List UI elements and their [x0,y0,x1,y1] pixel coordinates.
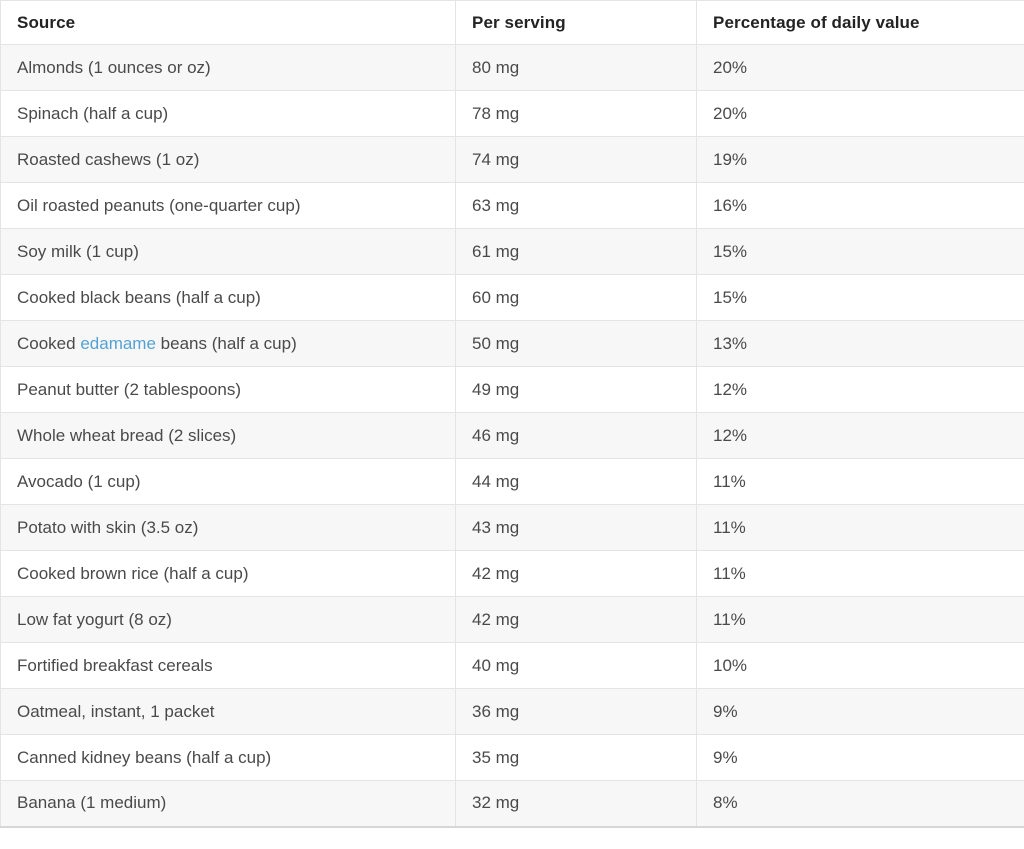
table-row: Soy milk (1 cup) 61 mg 15% [0,228,1024,275]
table-row: Canned kidney beans (half a cup) 35 mg 9% [0,734,1024,781]
table-row: Cooked edamame beans (half a cup) 50 mg 13… [0,320,1024,367]
per-serving-cell: 36 mg [455,688,697,735]
per-serving-cell: 63 mg [455,182,697,229]
percent-daily-value-cell: 11% [696,596,1024,643]
percent-daily-value-cell: 10% [696,642,1024,689]
per-serving-cell: 80 mg [455,44,697,91]
source-cell: Whole wheat bread (2 slices) [0,412,456,459]
source-cell: Soy milk (1 cup) [0,228,456,275]
per-serving-cell: 78 mg [455,90,697,137]
source-cell: Almonds (1 ounces or oz) [0,44,456,91]
percent-daily-value-cell: 9% [696,734,1024,781]
source-cell: Oatmeal, instant, 1 packet [0,688,456,735]
percent-daily-value-cell: 16% [696,182,1024,229]
percent-daily-value-cell: 20% [696,90,1024,137]
table-row: Cooked brown rice (half a cup) 42 mg 11% [0,550,1024,597]
table-row: Oil roasted peanuts (one-quarter cup) 63 … [0,182,1024,229]
source-cell: Cooked brown rice (half a cup) [0,550,456,597]
per-serving-cell: 40 mg [455,642,697,689]
source-cell: Cooked black beans (half a cup) [0,274,456,321]
per-serving-cell: 44 mg [455,458,697,505]
source-cell: Peanut butter (2 tablespoons) [0,366,456,413]
table-row: Low fat yogurt (8 oz) 42 mg 11% [0,596,1024,643]
per-serving-cell: 42 mg [455,596,697,643]
source-cell: Canned kidney beans (half a cup) [0,734,456,781]
nutrition-table: Source Per serving Percentage of daily v… [0,0,1024,828]
table-body: Almonds (1 ounces or oz) 80 mg 20% Spinach … [0,44,1024,827]
header-row: Source Per serving Percentage of daily v… [0,0,1024,45]
per-serving-cell: 60 mg [455,274,697,321]
source-cell: Oil roasted peanuts (one-quarter cup) [0,182,456,229]
per-serving-cell: 61 mg [455,228,697,275]
percent-daily-value-cell: 11% [696,458,1024,505]
per-serving-cell: 32 mg [455,780,697,827]
per-serving-cell: 74 mg [455,136,697,183]
percent-daily-value-cell: 8% [696,780,1024,827]
percent-daily-value-cell: 15% [696,228,1024,275]
source-cell: Spinach (half a cup) [0,90,456,137]
source-cell: Roasted cashews (1 oz) [0,136,456,183]
table-row: Almonds (1 ounces or oz) 80 mg 20% [0,44,1024,91]
per-serving-cell: 49 mg [455,366,697,413]
percent-daily-value-cell: 11% [696,550,1024,597]
percent-daily-value-cell: 20% [696,44,1024,91]
percent-daily-value-cell: 15% [696,274,1024,321]
per-serving-cell: 42 mg [455,550,697,597]
table-row: Oatmeal, instant, 1 packet 36 mg 9% [0,688,1024,735]
percent-daily-value-cell: 12% [696,412,1024,459]
source-cell: Banana (1 medium) [0,780,456,827]
source-cell: Potato with skin (3.5 oz) [0,504,456,551]
table-header: Source Per serving Percentage of daily v… [0,0,1024,45]
percent-daily-value-cell: 19% [696,136,1024,183]
source-cell: Cooked edamame beans (half a cup) [0,320,456,367]
source-cell: Avocado (1 cup) [0,458,456,505]
percent-daily-value-cell: 12% [696,366,1024,413]
table-row: Roasted cashews (1 oz) 74 mg 19% [0,136,1024,183]
per-serving-cell: 43 mg [455,504,697,551]
per-serving-cell: 50 mg [455,320,697,367]
column-header-source: Source [0,0,456,45]
percent-daily-value-cell: 13% [696,320,1024,367]
per-serving-cell: 35 mg [455,734,697,781]
percent-daily-value-cell: 11% [696,504,1024,551]
table-row: Avocado (1 cup) 44 mg 11% [0,458,1024,505]
source-cell: Fortified breakfast cereals [0,642,456,689]
column-header-percent-daily-value: Percentage of daily value [696,0,1024,45]
percent-daily-value-cell: 9% [696,688,1024,735]
column-header-per-serving: Per serving [455,0,697,45]
table-row: Cooked black beans (half a cup) 60 mg 15% [0,274,1024,321]
table-row: Fortified breakfast cereals 40 mg 10% [0,642,1024,689]
source-cell: Low fat yogurt (8 oz) [0,596,456,643]
table-row: Spinach (half a cup) 78 mg 20% [0,90,1024,137]
per-serving-cell: 46 mg [455,412,697,459]
edamame-link[interactable]: edamame [80,333,156,353]
table-row: Whole wheat bread (2 slices) 46 mg 12% [0,412,1024,459]
table-row: Peanut butter (2 tablespoons) 49 mg 12% [0,366,1024,413]
table-row: Banana (1 medium) 32 mg 8% [0,780,1024,827]
table-row: Potato with skin (3.5 oz) 43 mg 11% [0,504,1024,551]
